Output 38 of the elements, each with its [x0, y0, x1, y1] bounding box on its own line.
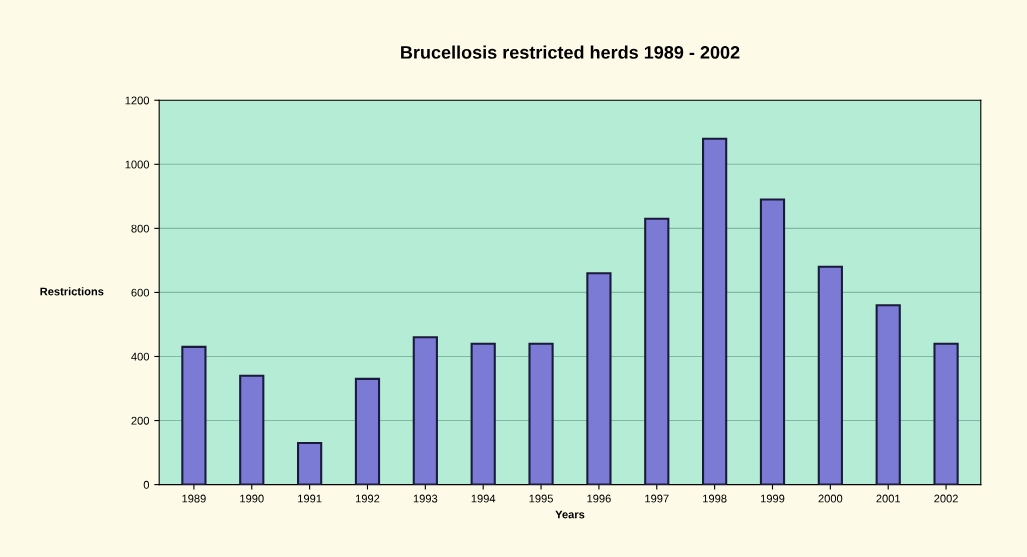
y-tick-label: 0: [143, 480, 150, 489]
y-tick-label: 400: [131, 352, 150, 361]
bar: [817, 265, 843, 485]
bar: [702, 137, 728, 485]
y-tick-label: 600: [131, 288, 150, 297]
bar: [875, 304, 901, 485]
x-tick-label: 1999: [760, 494, 785, 503]
bar: [412, 336, 438, 485]
x-tick-label: 1989: [182, 494, 206, 503]
y-tick-label: 1000: [125, 160, 150, 169]
x-tick-label: 2000: [818, 494, 843, 503]
x-tick-label: 2002: [934, 494, 958, 503]
bar: [644, 217, 670, 485]
bar: [297, 441, 323, 485]
bar: [354, 377, 381, 485]
x-tick-label: 1998: [703, 494, 727, 503]
x-axis-title: Years: [555, 510, 585, 519]
x-tick-label: 1997: [645, 494, 669, 503]
y-tick-label: 1200: [125, 96, 150, 105]
bar: [528, 342, 554, 485]
x-tick-label: 1995: [529, 494, 553, 503]
x-tick-label: 1996: [587, 494, 611, 503]
bar: [933, 342, 959, 485]
x-tick-label: 1992: [355, 494, 380, 503]
y-tick-label: 200: [131, 416, 150, 425]
y-axis-title: Restrictions: [40, 287, 104, 296]
bar: [759, 198, 786, 485]
bar: [586, 272, 612, 485]
x-tick-label: 1993: [413, 494, 438, 503]
bar: [239, 374, 265, 485]
x-tick-label: 1994: [471, 494, 496, 503]
bar: [181, 345, 207, 485]
bar: [470, 342, 496, 485]
x-tick-label: 1991: [298, 494, 322, 503]
x-tick-label: 1990: [240, 494, 264, 503]
chart-title: Brucellosis restricted herds 1989 - 2002: [401, 45, 740, 59]
y-tick-label: 800: [131, 224, 150, 233]
x-tick-label: 2001: [876, 494, 901, 503]
